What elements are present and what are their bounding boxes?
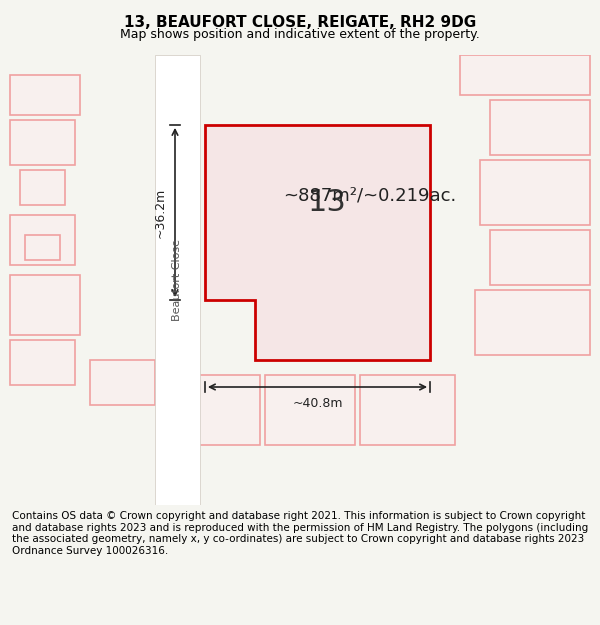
Text: 13, BEAUFORT CLOSE, REIGATE, RH2 9DG: 13, BEAUFORT CLOSE, REIGATE, RH2 9DG [124,16,476,31]
Polygon shape [165,375,260,445]
Polygon shape [265,375,355,445]
Polygon shape [90,360,155,405]
Text: ~887m²/~0.219ac.: ~887m²/~0.219ac. [283,186,457,204]
Polygon shape [480,160,590,225]
Text: Contains OS data © Crown copyright and database right 2021. This information is : Contains OS data © Crown copyright and d… [12,511,588,556]
Text: Map shows position and indicative extent of the property.: Map shows position and indicative extent… [120,28,480,41]
Polygon shape [10,75,80,115]
Polygon shape [10,215,75,265]
Polygon shape [10,340,75,385]
Polygon shape [205,125,430,360]
Polygon shape [20,170,65,205]
Text: ~40.8m: ~40.8m [292,397,343,410]
Text: Beaufort Close: Beaufort Close [172,239,182,321]
Polygon shape [360,375,455,445]
Polygon shape [460,55,590,95]
Polygon shape [490,230,590,285]
Polygon shape [25,235,60,260]
Polygon shape [10,120,75,165]
Polygon shape [10,275,80,335]
Polygon shape [155,55,200,505]
Polygon shape [490,100,590,155]
Text: ~36.2m: ~36.2m [154,188,167,238]
Text: 13: 13 [308,188,347,217]
Polygon shape [475,290,590,355]
